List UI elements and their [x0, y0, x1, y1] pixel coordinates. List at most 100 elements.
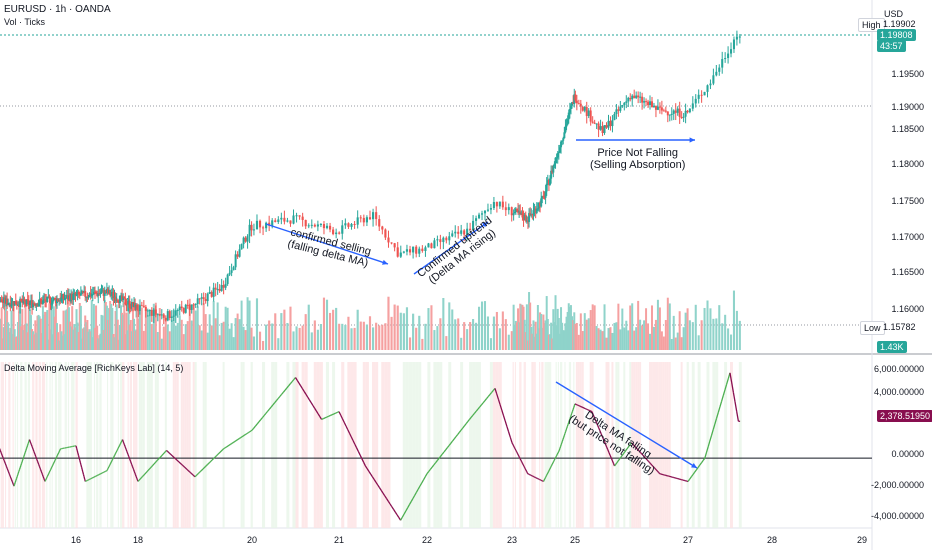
candle-body	[535, 209, 538, 213]
delta-ma-segment	[28, 439, 31, 442]
candle-body	[35, 303, 38, 306]
candle-body	[232, 267, 235, 271]
volume-bar	[57, 332, 60, 350]
delta-ma-segment	[17, 472, 19, 476]
delta-ma-segment	[623, 451, 626, 454]
indicator-background-zone	[96, 362, 98, 528]
volume-bar	[103, 300, 106, 350]
delta-ma-segment	[10, 477, 13, 480]
candle-body	[107, 288, 109, 294]
candle-body	[365, 217, 368, 223]
candle-body	[298, 215, 301, 217]
candle-body	[564, 126, 567, 133]
candle-body	[621, 104, 624, 107]
indicator-background-zone	[650, 362, 653, 528]
volume-bar	[613, 322, 616, 350]
candle-body	[595, 123, 598, 125]
delta-ma-segment	[731, 382, 735, 393]
delta-ma-segment	[22, 456, 25, 459]
volume-bar	[605, 337, 608, 350]
delta-ma-segment	[36, 459, 39, 462]
candle-body	[489, 208, 492, 210]
volume-bar	[639, 319, 642, 350]
volume-bar	[21, 308, 24, 350]
candle-body	[123, 296, 126, 299]
volume-bar	[206, 332, 209, 350]
delta-ma-segment	[604, 443, 608, 448]
volume-bar	[268, 320, 271, 350]
volume-bar	[72, 329, 75, 350]
candle-body	[16, 304, 19, 306]
delta-ma-segment	[450, 440, 454, 444]
delta-ma-segment	[139, 477, 142, 480]
volume-bar	[250, 327, 253, 350]
delta-ma-segment	[256, 421, 260, 425]
indicator-background-zone	[117, 362, 119, 528]
candle-body	[603, 125, 606, 134]
indicator-background-zone	[514, 362, 516, 528]
candle-body	[96, 293, 99, 296]
delta-ma-segment	[29, 441, 32, 444]
candle-body	[738, 36, 741, 38]
delta-ma-segment	[410, 498, 414, 502]
delta-ma-segment	[33, 452, 36, 455]
volume-bar	[255, 298, 259, 350]
delta-ma-segment	[526, 472, 529, 474]
volume-bar	[150, 324, 153, 350]
volume-bar	[112, 333, 115, 350]
candle-body	[120, 295, 123, 297]
delta-ma-segment	[152, 463, 155, 466]
delta-ma-segment	[592, 414, 595, 418]
delta-ma-segment	[356, 447, 359, 452]
delta-ma-segment	[414, 491, 418, 496]
delta-ma-segment	[436, 458, 440, 462]
candle-body	[152, 309, 155, 316]
delta-ma-segment	[196, 472, 199, 476]
volume-bar	[105, 305, 108, 350]
volume-bar	[532, 320, 535, 350]
indicator-background-zone	[33, 362, 35, 528]
delta-ma-segment	[83, 476, 86, 480]
volume-bar	[603, 304, 606, 350]
volume-bar	[489, 338, 492, 350]
delta-ma-segment	[321, 418, 324, 420]
delta-ma-segment	[601, 435, 604, 440]
delta-ma-segment	[57, 452, 60, 455]
candle-body	[20, 298, 23, 302]
indicator-background-zone	[712, 362, 716, 528]
delta-ma-segment	[207, 462, 210, 465]
delta-ma-segment	[637, 449, 640, 452]
indicator-background-zone	[286, 362, 290, 528]
volume-bar	[15, 336, 18, 350]
delta-ma-segment	[357, 451, 361, 456]
indicator-background-zone	[439, 362, 443, 528]
delta-ma-segment	[561, 440, 564, 444]
volume-bar	[78, 302, 81, 350]
candle-body	[629, 97, 632, 100]
indicator-background-zone	[577, 362, 580, 528]
candle-body	[656, 106, 659, 110]
candle-body	[521, 212, 524, 218]
delta-ma-segment	[405, 507, 409, 512]
candle-body	[9, 303, 12, 307]
candle-body	[445, 237, 448, 241]
candle-body	[137, 310, 140, 312]
candle-body	[61, 294, 64, 298]
candle-body	[322, 224, 326, 229]
delta-ma-segment	[378, 487, 382, 491]
delta-ma-segment	[123, 442, 125, 445]
delta-ma-segment	[521, 462, 524, 465]
volume-bar	[543, 323, 546, 350]
indicator-background-zone	[615, 362, 618, 528]
volume-bar	[563, 330, 566, 350]
volume-bar	[144, 308, 147, 350]
candle-body	[344, 223, 347, 226]
volume-bar	[18, 311, 21, 350]
candle-body	[319, 224, 322, 226]
delta-ma-segment	[513, 446, 516, 448]
candle-body	[480, 213, 484, 215]
volume-bar	[212, 301, 215, 350]
indicator-background-zone	[8, 362, 10, 528]
delta-ma-segment	[403, 510, 407, 515]
